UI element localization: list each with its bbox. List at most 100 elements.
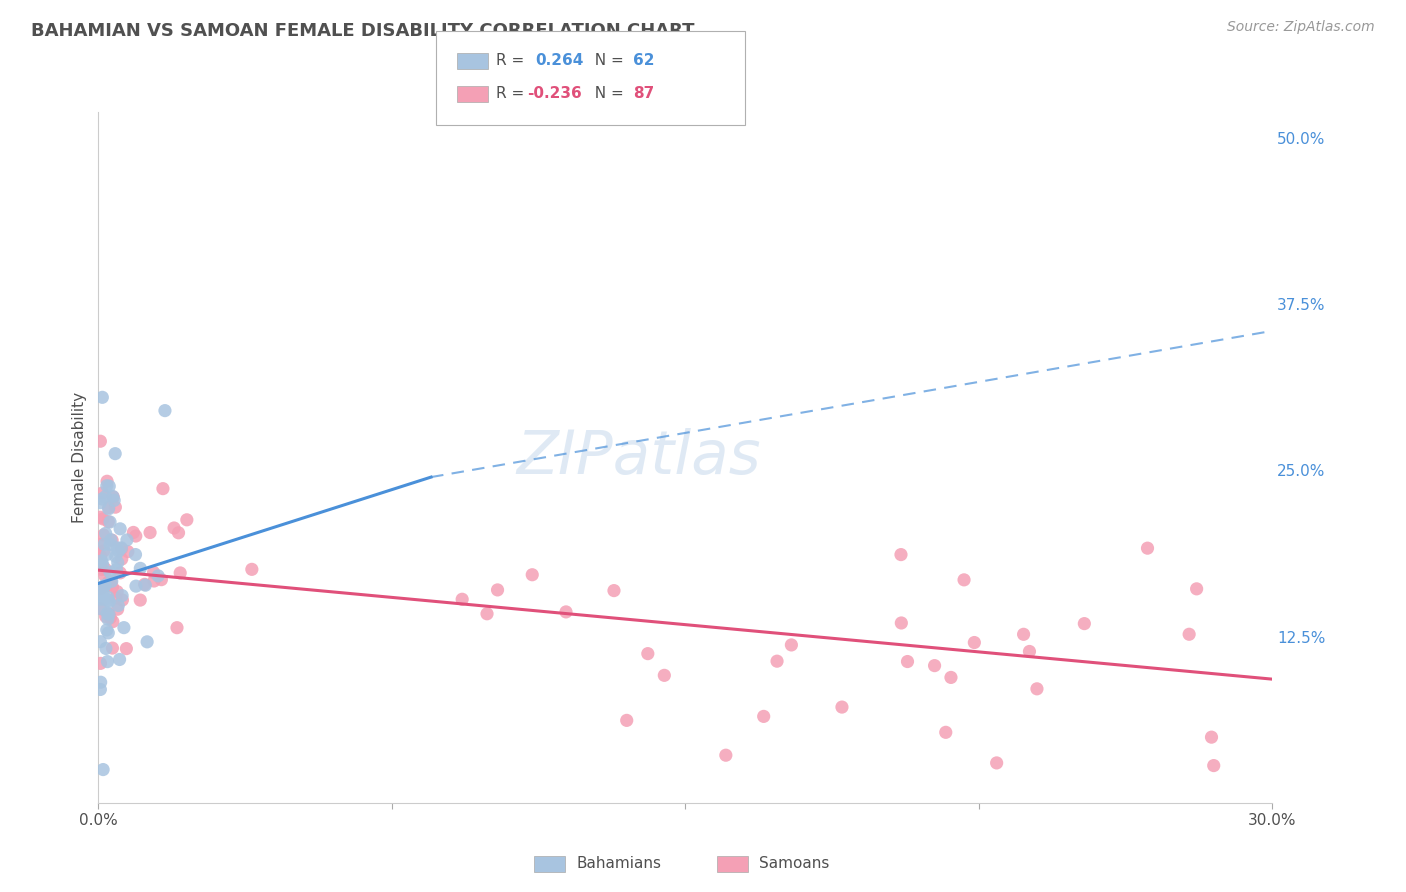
- Point: [896, 655, 918, 669]
- Point: [91, 491, 114, 506]
- Point: [652, 668, 675, 682]
- Point: [101, 615, 124, 629]
- Text: ZIPatlas: ZIPatlas: [516, 427, 761, 487]
- Point: [603, 583, 626, 598]
- Point: [94, 490, 117, 504]
- Point: [963, 635, 986, 649]
- Point: [96, 607, 118, 621]
- Point: [117, 544, 139, 558]
- Point: [1073, 616, 1095, 631]
- Point: [96, 655, 118, 669]
- Point: [1185, 582, 1208, 596]
- Point: [1178, 627, 1201, 641]
- Point: [110, 541, 132, 556]
- Point: [176, 513, 198, 527]
- Point: [522, 567, 544, 582]
- Point: [107, 599, 129, 613]
- Point: [107, 556, 129, 570]
- Point: [97, 515, 120, 529]
- Text: Bahamians: Bahamians: [576, 856, 661, 871]
- Point: [89, 592, 111, 607]
- Point: [94, 526, 117, 541]
- Point: [93, 592, 115, 607]
- Point: [108, 652, 131, 666]
- Point: [125, 529, 148, 543]
- Point: [89, 657, 111, 671]
- Point: [89, 549, 111, 563]
- Point: [451, 592, 474, 607]
- Point: [89, 583, 111, 598]
- Point: [89, 434, 111, 449]
- Point: [110, 566, 132, 580]
- Point: [94, 609, 117, 624]
- Point: [105, 562, 128, 576]
- Point: [107, 544, 129, 558]
- Point: [94, 578, 117, 592]
- Text: R =: R =: [496, 87, 530, 101]
- Text: N =: N =: [585, 87, 628, 101]
- Point: [167, 525, 190, 540]
- Point: [1136, 541, 1159, 556]
- Point: [89, 682, 111, 697]
- Point: [139, 525, 162, 540]
- Point: [1012, 627, 1035, 641]
- Point: [96, 579, 118, 593]
- Point: [97, 607, 120, 622]
- Point: [152, 482, 174, 496]
- Point: [89, 601, 111, 615]
- Point: [98, 595, 121, 609]
- Point: [115, 641, 138, 656]
- Point: [150, 573, 173, 587]
- Point: [110, 541, 132, 555]
- Point: [766, 654, 789, 668]
- Point: [104, 500, 127, 515]
- Point: [616, 714, 638, 728]
- Point: [101, 641, 124, 656]
- Point: [97, 612, 120, 626]
- Point: [153, 403, 176, 417]
- Point: [91, 390, 114, 404]
- Text: N =: N =: [585, 54, 628, 68]
- Point: [146, 569, 169, 583]
- Point: [103, 493, 125, 508]
- Point: [94, 641, 117, 656]
- Point: [96, 479, 118, 493]
- Point: [98, 611, 121, 625]
- Text: 87: 87: [633, 87, 654, 101]
- Point: [89, 601, 111, 615]
- Point: [714, 748, 737, 763]
- Point: [104, 591, 127, 605]
- Text: Source: ZipAtlas.com: Source: ZipAtlas.com: [1227, 20, 1375, 34]
- Text: -0.236: -0.236: [527, 87, 582, 101]
- Point: [124, 548, 146, 562]
- Text: 62: 62: [633, 54, 654, 68]
- Point: [890, 548, 912, 562]
- Point: [96, 548, 118, 562]
- Point: [98, 515, 121, 529]
- Point: [129, 561, 152, 575]
- Point: [111, 552, 134, 566]
- Point: [136, 635, 159, 649]
- Point: [91, 562, 114, 576]
- Point: [134, 577, 156, 591]
- Point: [1026, 681, 1049, 696]
- Point: [97, 593, 120, 607]
- Point: [89, 582, 111, 596]
- Point: [939, 670, 962, 684]
- Point: [93, 580, 115, 594]
- Point: [1201, 730, 1223, 744]
- Point: [637, 647, 659, 661]
- Point: [97, 501, 120, 516]
- Point: [143, 574, 166, 588]
- Point: [93, 528, 115, 542]
- Point: [101, 533, 124, 548]
- Point: [100, 574, 122, 589]
- Point: [166, 621, 188, 635]
- Point: [752, 709, 775, 723]
- Point: [111, 593, 134, 607]
- Point: [100, 533, 122, 547]
- Point: [111, 589, 134, 603]
- Point: [89, 510, 111, 524]
- Point: [101, 580, 124, 594]
- Point: [97, 574, 120, 589]
